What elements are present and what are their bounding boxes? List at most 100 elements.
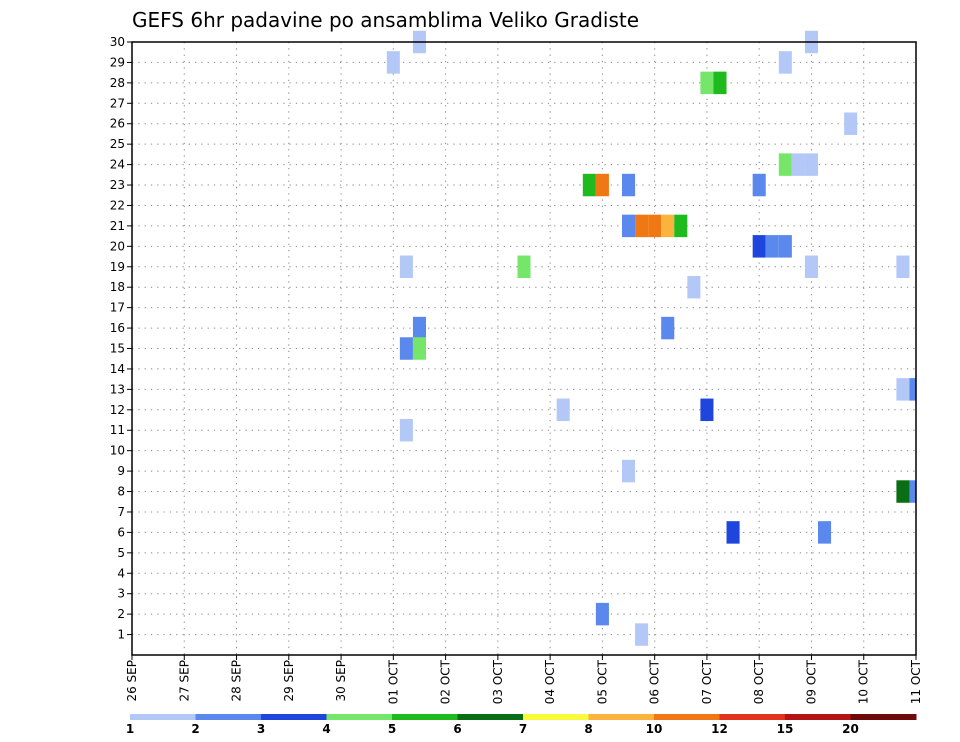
y-tick-label: 7 <box>117 505 125 519</box>
x-tick-label: 28 SEP <box>230 660 244 702</box>
y-tick-label: 15 <box>110 342 125 356</box>
y-tick-label: 17 <box>110 301 125 315</box>
heatmap-cell <box>765 235 779 258</box>
plot-frame <box>131 41 917 656</box>
x-tick-label: 30 SEP <box>334 660 348 702</box>
heatmap-cell <box>412 316 426 340</box>
x-tick-label: 26 SEP <box>125 660 139 702</box>
colorbar-label: 4 <box>322 722 330 736</box>
heatmap-cell <box>399 337 413 360</box>
heatmap-cell <box>635 214 649 238</box>
heatmap-cell <box>661 316 675 340</box>
heatmap-cell <box>778 51 792 74</box>
heatmap-cell <box>896 480 910 503</box>
colorbar-segment <box>719 714 786 720</box>
y-tick-label: 1 <box>117 628 125 642</box>
x-tick-label: 11 OCT <box>909 659 923 704</box>
colorbar-label: 20 <box>842 722 859 736</box>
x-tick-label: 29 SEP <box>282 660 296 702</box>
heatmap-cell <box>896 255 910 279</box>
y-tick-label: 4 <box>117 566 125 580</box>
heatmap-cell <box>804 153 818 176</box>
colorbar-segment <box>195 714 262 720</box>
y-tick-label: 26 <box>110 117 125 131</box>
heatmap-cell <box>648 214 662 238</box>
heatmap-cell <box>661 214 675 238</box>
y-tick-label: 5 <box>117 546 125 560</box>
y-tick-label: 12 <box>110 403 125 417</box>
y-tick-label: 28 <box>110 76 125 90</box>
x-tick-label: 06 OCT <box>648 659 662 704</box>
y-tick-label: 29 <box>110 55 125 69</box>
heatmap-cell <box>595 173 609 197</box>
y-tick-label: 18 <box>110 280 125 294</box>
y-tick-label: 24 <box>110 158 125 172</box>
heatmap-cell <box>752 173 766 197</box>
colorbar-segment <box>261 714 327 720</box>
colorbar-segment <box>850 714 917 720</box>
colorbar-label: 10 <box>646 722 663 736</box>
colorbar-label: 3 <box>257 722 265 736</box>
heatmap-cell <box>556 398 570 422</box>
x-tick-label: 10 OCT <box>857 659 871 704</box>
heatmap-cell <box>818 521 832 544</box>
colorbar-segment <box>392 714 458 720</box>
y-tick-label: 27 <box>110 96 125 110</box>
heatmap-cell <box>726 521 740 544</box>
heatmap-cell <box>844 112 858 135</box>
y-tick-label: 14 <box>110 362 125 376</box>
colorbar-label: 5 <box>388 722 396 736</box>
colorbar-label: 2 <box>191 722 199 736</box>
heatmap-cell <box>386 51 400 74</box>
y-tick-label: 6 <box>117 525 125 539</box>
x-tick-label: 04 OCT <box>543 659 557 704</box>
colorbar: 1 2 3 4 5 6 7 8 10 12 15 20 <box>126 714 917 736</box>
y-axis-ticks: 1234567891011121314151617181920212223242… <box>110 35 132 642</box>
colorbar-segment <box>588 714 655 720</box>
heatmap-cell <box>909 480 916 503</box>
heatmap-cell <box>909 378 916 401</box>
x-tick-label: 09 OCT <box>804 659 818 704</box>
colorbar-segment <box>457 714 524 720</box>
heatmap-cell <box>674 214 688 238</box>
y-tick-label: 22 <box>110 198 125 212</box>
y-tick-label: 23 <box>110 178 125 192</box>
y-tick-label: 13 <box>110 382 125 396</box>
heatmap-cell <box>896 378 910 401</box>
heatmap-cell <box>791 153 805 176</box>
x-axis-ticks: 26 SEP 27 SEP 28 SEP 29 SEP 30 SEP 01 OCT 02 O… <box>125 655 923 704</box>
colorbar-label: 7 <box>519 722 527 736</box>
heatmap-cell <box>622 173 636 197</box>
y-tick-label: 11 <box>110 423 125 437</box>
heatmap-cell <box>412 337 426 360</box>
heatmap-cell <box>399 418 413 442</box>
y-tick-label: 16 <box>110 321 125 335</box>
heatmap-cell <box>582 173 596 197</box>
y-tick-label: 20 <box>110 239 125 253</box>
colorbar-segment <box>523 714 589 720</box>
heatmap-cell <box>713 71 727 95</box>
x-tick-label: 08 OCT <box>752 659 766 704</box>
heatmap-cell <box>595 602 609 626</box>
x-tick-label: 01 OCT <box>386 659 400 704</box>
x-tick-label: 03 OCT <box>491 659 505 704</box>
heatmap-cell <box>778 153 792 176</box>
heatmap-cell <box>700 71 714 95</box>
y-tick-label: 21 <box>110 219 125 233</box>
heatmap-cell <box>399 255 413 279</box>
heatmap-cell <box>752 235 766 258</box>
x-tick-label: 27 SEP <box>177 660 191 702</box>
colorbar-segment <box>654 714 720 720</box>
y-tick-label: 2 <box>117 607 125 621</box>
chart-title: GEFS 6hr padavine po ansamblima Veliko G… <box>132 8 639 32</box>
x-tick-label: 02 OCT <box>439 659 453 704</box>
y-tick-label: 30 <box>110 35 125 49</box>
colorbar-segment <box>130 714 196 720</box>
colorbar-label: 15 <box>777 722 794 736</box>
colorbar-label: 12 <box>711 722 728 736</box>
y-tick-label: 8 <box>117 485 125 499</box>
x-tick-label: 05 OCT <box>595 659 609 704</box>
heatmap-cell <box>635 623 649 646</box>
data-cells <box>386 30 916 646</box>
heatmap-cell <box>778 235 792 258</box>
